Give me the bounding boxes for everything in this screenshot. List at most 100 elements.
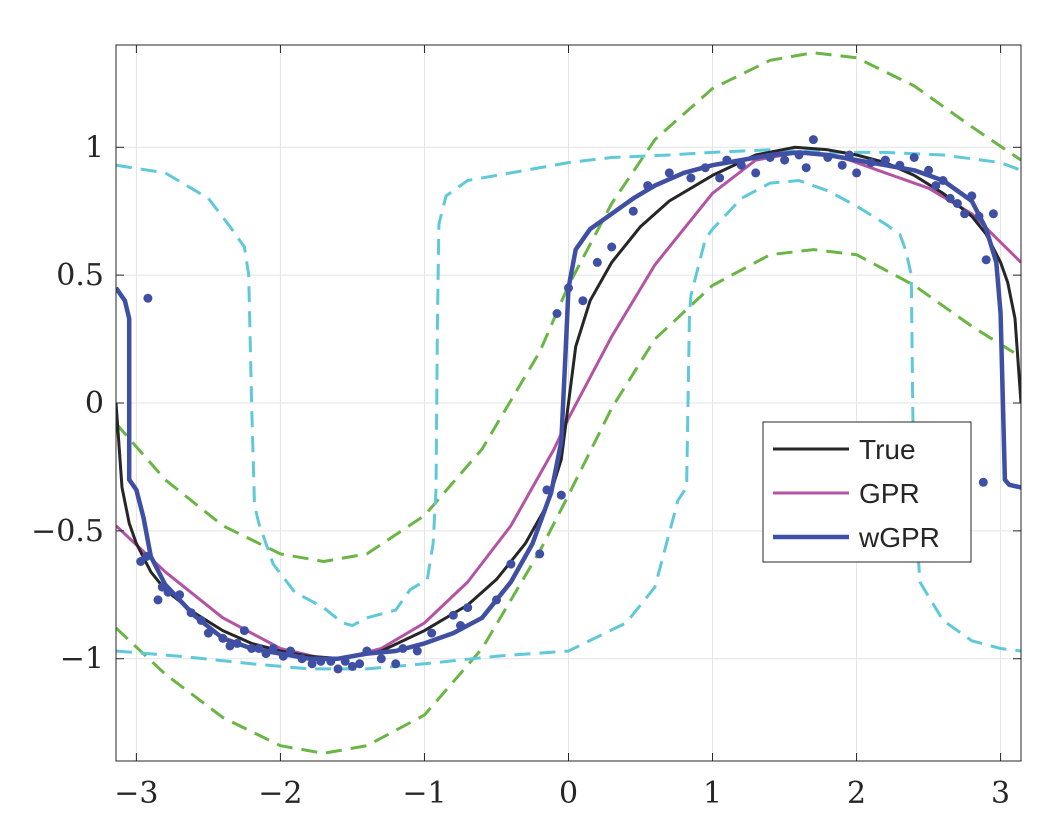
- observation-point: [924, 165, 934, 175]
- observation-point: [938, 176, 948, 185]
- observation-point: [952, 199, 962, 208]
- observation-point: [866, 158, 876, 168]
- observation-point: [362, 646, 372, 656]
- observation-point: [556, 490, 566, 500]
- observation-point: [765, 153, 775, 162]
- observation-point: [196, 615, 206, 625]
- observation-point: [286, 646, 295, 656]
- observation-point: [203, 628, 213, 638]
- observation-point: [254, 644, 264, 653]
- observation-point: [931, 181, 941, 191]
- observation-point: [333, 664, 343, 674]
- band-1-lower-line: [116, 179, 1021, 671]
- y-tick-label: 1: [85, 130, 104, 165]
- observation-point: [736, 160, 746, 170]
- y-tick-label: −1: [60, 642, 104, 677]
- y-tick-label: 0: [85, 386, 104, 421]
- observation-point: [852, 168, 862, 178]
- observation-point: [376, 654, 386, 664]
- x-tick-label: −1: [402, 776, 446, 811]
- observation-point: [225, 641, 235, 651]
- x-tick-label: −2: [258, 776, 302, 811]
- observation-point: [239, 626, 249, 636]
- observation-point: [142, 551, 151, 561]
- observation-point: [163, 587, 173, 597]
- observation-point: [398, 644, 408, 653]
- ticks: −3 −2 −1 0 1 2 3 −1 −0.5 0 0.5 1: [31, 45, 1021, 811]
- observation-point: [278, 651, 288, 661]
- observation-point: [664, 168, 674, 178]
- observation-point: [823, 153, 833, 162]
- observation-point: [492, 595, 501, 605]
- observation-point: [463, 603, 473, 613]
- observation-point: [153, 595, 163, 605]
- observation-point: [794, 150, 804, 160]
- observation-point: [988, 209, 998, 219]
- observation-point: [506, 559, 516, 569]
- observation-point: [448, 610, 458, 620]
- observation-point: [722, 155, 732, 165]
- band-0-upper-line: [116, 51, 1021, 563]
- observation-point: [880, 155, 890, 165]
- observation-point: [960, 209, 970, 219]
- observation-point: [909, 153, 919, 162]
- x-tick-label: 2: [847, 776, 866, 811]
- observation-point: [592, 257, 602, 267]
- observation-point: [316, 656, 326, 666]
- observation-point: [355, 659, 365, 669]
- observation-point: [981, 255, 991, 265]
- observation-point: [564, 283, 573, 293]
- observation-point: [232, 638, 242, 648]
- band-1-upper-line: [116, 148, 1021, 627]
- observation-point: [978, 477, 988, 487]
- observation-point: [967, 191, 977, 201]
- observation-point: [186, 608, 196, 618]
- legend-label-true: True: [859, 434, 916, 465]
- observation-point: [535, 549, 545, 559]
- observation-point: [808, 135, 818, 145]
- y-tick-label: −0.5: [31, 514, 104, 549]
- observation-point: [427, 628, 437, 638]
- legend-label-gpr: GPR: [859, 478, 920, 509]
- x-tick-label: 1: [703, 776, 722, 811]
- x-tick-label: 0: [559, 776, 578, 811]
- observation-point: [247, 644, 257, 653]
- observation-point: [340, 656, 350, 666]
- observation-point: [412, 646, 422, 656]
- observation-point: [607, 242, 617, 252]
- observation-point: [268, 644, 278, 653]
- observation-point: [175, 590, 185, 600]
- observation-point: [136, 557, 146, 566]
- observation-point: [261, 649, 271, 659]
- observation-point: [157, 582, 167, 592]
- legend-label-wgpr: wGPR: [858, 522, 940, 553]
- legend: True GPR wGPR: [762, 421, 972, 563]
- observation-point: [780, 155, 790, 165]
- x-tick-label: −3: [114, 776, 158, 811]
- observation-point: [326, 656, 336, 666]
- observation-point: [945, 193, 955, 203]
- observation-point: [895, 160, 905, 170]
- band-0-lower-line: [116, 248, 1021, 755]
- observation-point: [456, 621, 465, 630]
- observation-point: [391, 659, 401, 669]
- series-line-wgpr: [116, 150, 1021, 661]
- observation-point: [297, 654, 307, 664]
- observation-point: [552, 309, 562, 318]
- observation-point: [542, 485, 552, 495]
- observation-point: [578, 296, 588, 306]
- observation-point: [974, 211, 984, 221]
- observation-point: [643, 181, 653, 191]
- observation-point: [218, 633, 228, 643]
- observation-point: [751, 168, 761, 178]
- observation-point: [700, 163, 710, 173]
- observation-point: [686, 173, 696, 183]
- observation-point: [628, 206, 638, 216]
- observation-point: [715, 173, 725, 183]
- observation-point: [801, 163, 811, 173]
- observation-point: [347, 661, 357, 671]
- observation-point: [143, 293, 153, 303]
- observation-point: [837, 160, 847, 170]
- observation-point: [844, 150, 854, 160]
